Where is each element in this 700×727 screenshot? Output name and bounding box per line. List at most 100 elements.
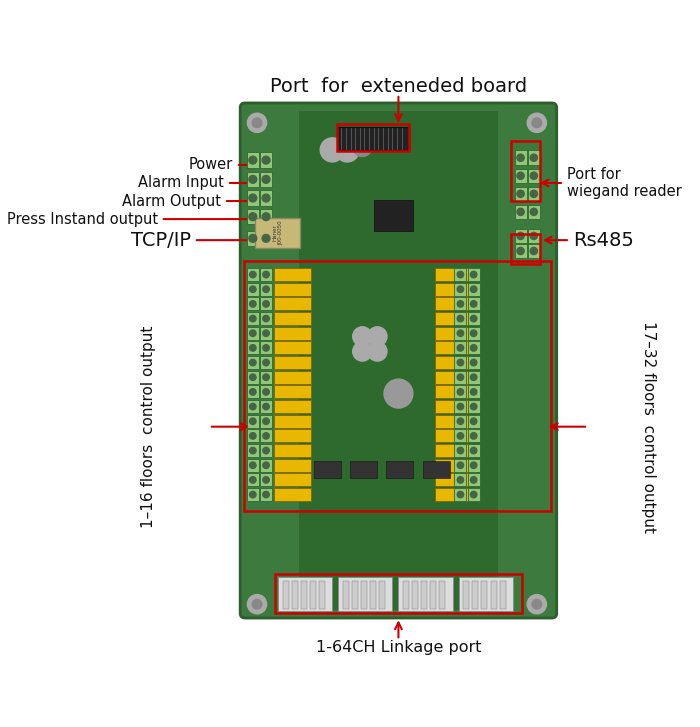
Bar xyxy=(468,326,480,340)
Bar xyxy=(435,342,472,354)
Circle shape xyxy=(530,247,538,254)
Bar xyxy=(247,326,259,340)
Bar xyxy=(435,400,472,413)
Circle shape xyxy=(247,113,267,132)
Circle shape xyxy=(457,271,463,278)
Circle shape xyxy=(470,433,477,439)
Bar xyxy=(454,342,466,354)
Bar xyxy=(338,127,409,150)
Bar xyxy=(260,312,272,325)
Bar xyxy=(260,459,272,472)
Bar xyxy=(260,172,272,187)
Bar xyxy=(247,444,259,457)
Bar xyxy=(468,415,480,427)
Bar xyxy=(435,444,472,457)
Circle shape xyxy=(250,491,256,498)
Bar xyxy=(247,172,259,187)
Bar xyxy=(528,169,540,183)
Bar xyxy=(386,461,414,478)
Circle shape xyxy=(530,172,538,180)
Text: Rs485: Rs485 xyxy=(573,230,634,249)
Circle shape xyxy=(262,418,270,425)
Circle shape xyxy=(262,374,270,380)
Bar xyxy=(435,268,472,281)
Bar xyxy=(278,577,332,611)
Bar xyxy=(435,488,472,501)
Bar xyxy=(468,268,480,281)
Bar xyxy=(352,582,358,609)
Circle shape xyxy=(249,194,257,202)
Circle shape xyxy=(249,175,257,183)
Bar xyxy=(260,356,272,369)
Circle shape xyxy=(250,374,256,380)
Bar xyxy=(454,371,466,384)
Bar xyxy=(247,488,259,501)
Bar xyxy=(274,312,312,325)
Bar xyxy=(463,582,470,609)
Bar xyxy=(435,326,472,340)
Bar xyxy=(435,297,472,310)
Circle shape xyxy=(262,433,270,439)
Bar xyxy=(274,326,312,340)
Bar xyxy=(338,577,393,611)
Bar xyxy=(454,444,466,457)
Bar xyxy=(247,400,259,413)
Bar xyxy=(528,204,540,219)
Bar xyxy=(319,582,325,609)
Circle shape xyxy=(262,286,270,292)
Circle shape xyxy=(517,172,524,180)
Circle shape xyxy=(252,118,262,128)
Circle shape xyxy=(368,342,387,361)
Bar xyxy=(247,190,259,206)
Bar xyxy=(435,356,472,369)
Bar xyxy=(454,488,466,501)
Circle shape xyxy=(457,403,463,410)
Text: 17–32 floors  control output: 17–32 floors control output xyxy=(640,321,656,533)
Bar xyxy=(403,582,410,609)
Circle shape xyxy=(457,301,463,307)
Circle shape xyxy=(262,316,270,322)
Bar xyxy=(435,371,472,384)
Circle shape xyxy=(457,477,463,483)
Bar xyxy=(260,473,272,486)
Bar xyxy=(454,326,466,340)
Bar xyxy=(343,582,349,609)
Circle shape xyxy=(470,271,477,278)
Bar xyxy=(528,150,540,165)
FancyBboxPatch shape xyxy=(240,103,556,618)
Bar xyxy=(454,473,466,486)
Circle shape xyxy=(250,345,256,351)
Bar xyxy=(247,342,259,354)
Bar xyxy=(435,283,472,296)
Circle shape xyxy=(470,330,477,337)
Circle shape xyxy=(262,462,270,468)
Circle shape xyxy=(252,599,262,609)
Bar xyxy=(500,582,505,609)
Text: Port for
wiegand reader: Port for wiegand reader xyxy=(567,166,682,199)
Circle shape xyxy=(517,190,524,198)
Circle shape xyxy=(470,286,477,292)
Circle shape xyxy=(530,233,538,239)
Circle shape xyxy=(250,477,256,483)
Circle shape xyxy=(262,330,270,337)
Bar xyxy=(260,326,272,340)
Bar xyxy=(370,582,376,609)
Bar xyxy=(260,371,272,384)
Bar xyxy=(491,582,496,609)
Circle shape xyxy=(530,154,538,161)
Bar xyxy=(468,371,480,384)
Circle shape xyxy=(262,345,270,351)
Bar xyxy=(435,312,472,325)
Circle shape xyxy=(250,462,256,468)
Circle shape xyxy=(457,374,463,380)
Bar xyxy=(514,187,526,201)
Bar xyxy=(454,356,466,369)
Circle shape xyxy=(517,233,524,239)
Bar xyxy=(274,342,312,354)
Bar xyxy=(468,312,480,325)
Bar xyxy=(421,582,427,609)
Circle shape xyxy=(250,286,256,292)
Circle shape xyxy=(262,477,270,483)
Circle shape xyxy=(470,316,477,322)
Bar xyxy=(440,582,445,609)
